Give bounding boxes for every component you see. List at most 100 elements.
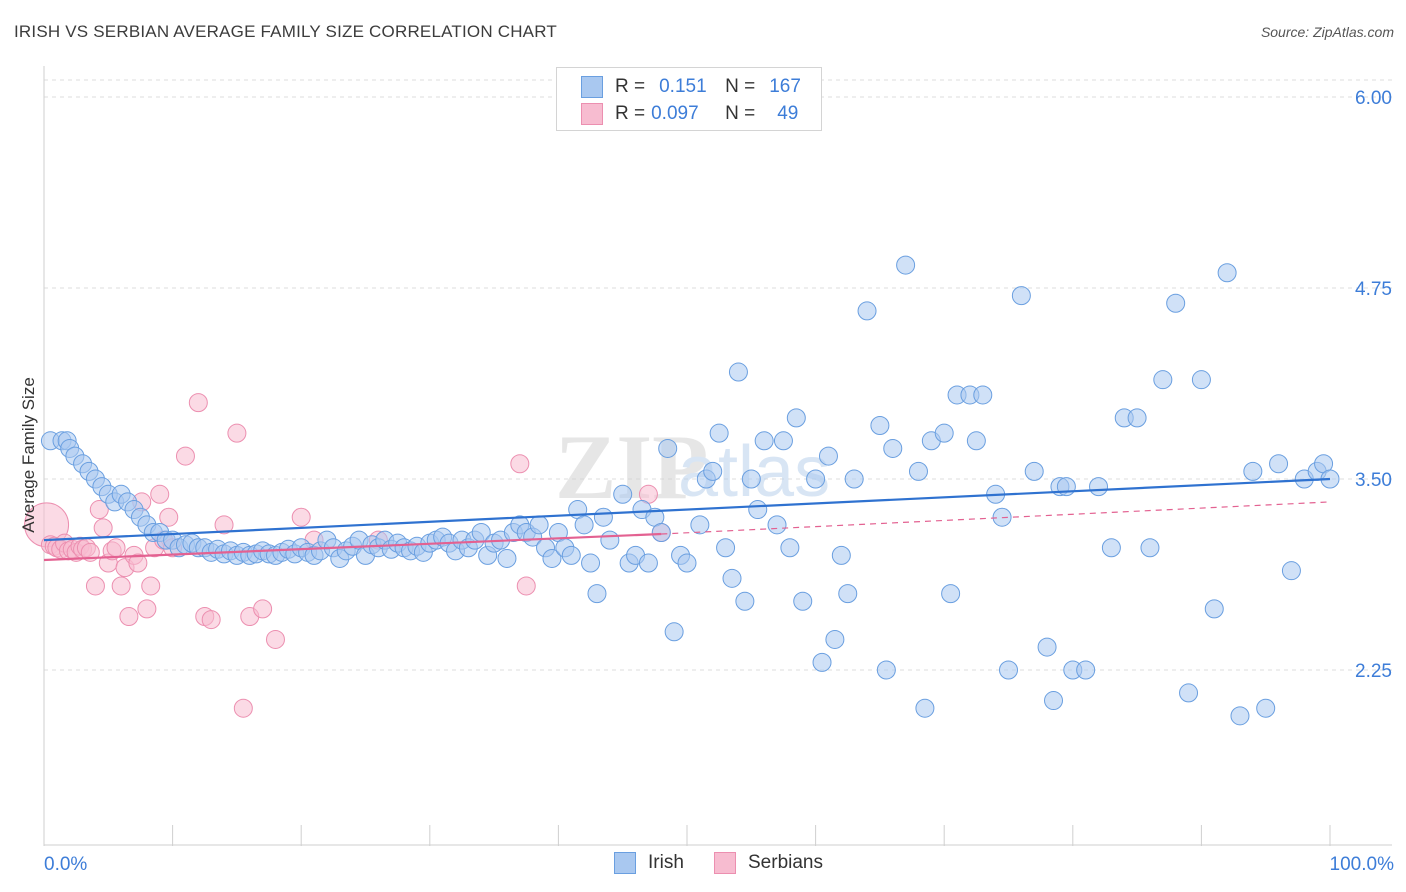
serbians-point: [159, 507, 179, 527]
irish-point: [825, 629, 845, 649]
series-legend: Irish Serbians: [0, 852, 1406, 876]
irish-point: [1076, 660, 1096, 680]
n-label: N =: [725, 76, 756, 97]
serbians-point: [227, 423, 247, 443]
axis-labels: 2.25 3.50 4.75 6.00 0.0% 100.0% Average Family…: [19, 88, 1394, 875]
grid-lines: [44, 79, 1392, 671]
chart-title: IRISH VS SERBIAN AVERAGE FAMILY SIZE COR…: [14, 22, 557, 41]
irish-point: [806, 469, 826, 489]
legend-row-irish: R = 0.151 N = 167: [581, 73, 801, 101]
serbians-swatch: [581, 103, 603, 125]
serbians-points: [24, 393, 671, 718]
irish-point: [941, 584, 961, 604]
irish-point: [1179, 683, 1199, 703]
serbians-point: [141, 576, 161, 596]
n-value: 167: [769, 76, 801, 97]
irish-point: [908, 461, 928, 481]
trend-lines: [43, 477, 1331, 562]
serbians-point: [111, 576, 131, 596]
irish-point: [780, 538, 800, 558]
irish-point: [581, 553, 601, 573]
irish-point: [896, 255, 916, 275]
irish-point: [703, 461, 723, 481]
irish-point: [651, 522, 671, 542]
x-tick-label: 100.0%: [1330, 854, 1395, 875]
irish-point: [876, 660, 896, 680]
y-tick-label: 6.00: [1355, 88, 1392, 109]
serbians-trend-line: [43, 532, 662, 562]
irish-point: [934, 423, 954, 443]
irish-point: [1230, 706, 1250, 726]
irish-swatch: [581, 76, 603, 98]
serbians-point: [201, 610, 221, 630]
irish-point: [1044, 691, 1064, 711]
irish-point: [1256, 698, 1276, 718]
legend-label-serbians: Serbians: [748, 852, 823, 873]
irish-point: [1024, 461, 1044, 481]
y-tick-label: 3.50: [1355, 470, 1392, 491]
x-tick-label: 0.0%: [44, 854, 87, 875]
irish-point: [677, 553, 697, 573]
r-label: R =: [615, 103, 646, 124]
irish-point: [748, 500, 768, 520]
irish-point: [587, 584, 607, 604]
serbians-point: [106, 538, 126, 558]
irish-point: [844, 469, 864, 489]
serbians-point: [93, 518, 113, 538]
irish-point: [915, 698, 935, 718]
serbians-point: [265, 629, 285, 649]
irish-point: [1166, 293, 1186, 313]
serbians-point: [233, 698, 253, 718]
y-tick-label: 4.75: [1355, 279, 1392, 300]
irish-point: [831, 545, 851, 565]
irish-trend-line: [43, 477, 1331, 542]
serbians-point: [516, 576, 536, 596]
axes: [43, 66, 1392, 846]
serbians-point: [175, 446, 195, 466]
irish-point: [600, 530, 620, 550]
irish-point: [966, 431, 986, 451]
irish-point: [1281, 561, 1301, 581]
irish-point: [529, 515, 549, 535]
irish-point: [741, 469, 761, 489]
irish-point: [1217, 263, 1237, 283]
irish-point: [664, 622, 684, 642]
r-label: R =: [615, 76, 646, 97]
watermark: ZIP atlas: [555, 416, 830, 518]
irish-point: [716, 538, 736, 558]
irish-point: [1243, 461, 1263, 481]
y-axis-title: Average Family Size: [19, 377, 38, 533]
irish-point: [1140, 538, 1160, 558]
irish-point: [1191, 370, 1211, 390]
irish-point: [593, 507, 613, 527]
serbians-point: [137, 599, 157, 619]
irish-point: [786, 408, 806, 428]
irish-point: [1101, 538, 1121, 558]
serbians-point: [214, 515, 234, 535]
serbians-point: [253, 599, 273, 619]
irish-point: [722, 568, 742, 588]
irish-point: [1204, 599, 1224, 619]
irish-point: [728, 362, 748, 382]
irish-legend-swatch: [614, 852, 636, 874]
irish-point: [1269, 454, 1289, 474]
serbians-point: [510, 454, 530, 474]
serbians-point: [291, 507, 311, 527]
irish-point: [1089, 477, 1109, 497]
correlation-legend: R = 0.151 N = 167 R = 0.097 N = 49: [556, 67, 822, 131]
n-value: 49: [777, 103, 799, 124]
irish-point: [561, 545, 581, 565]
irish-point: [812, 652, 832, 672]
y-tick-label: 2.25: [1355, 661, 1392, 682]
irish-point: [973, 385, 993, 405]
legend-item-irish: Irish: [614, 852, 684, 874]
n-label: N =: [725, 103, 756, 124]
r-value: 0.097: [651, 103, 699, 124]
irish-point: [818, 446, 838, 466]
serbians-point: [119, 607, 139, 627]
irish-point: [613, 484, 633, 504]
irish-point: [1056, 477, 1076, 497]
irish-point: [857, 301, 877, 321]
serbians-point: [89, 500, 109, 520]
